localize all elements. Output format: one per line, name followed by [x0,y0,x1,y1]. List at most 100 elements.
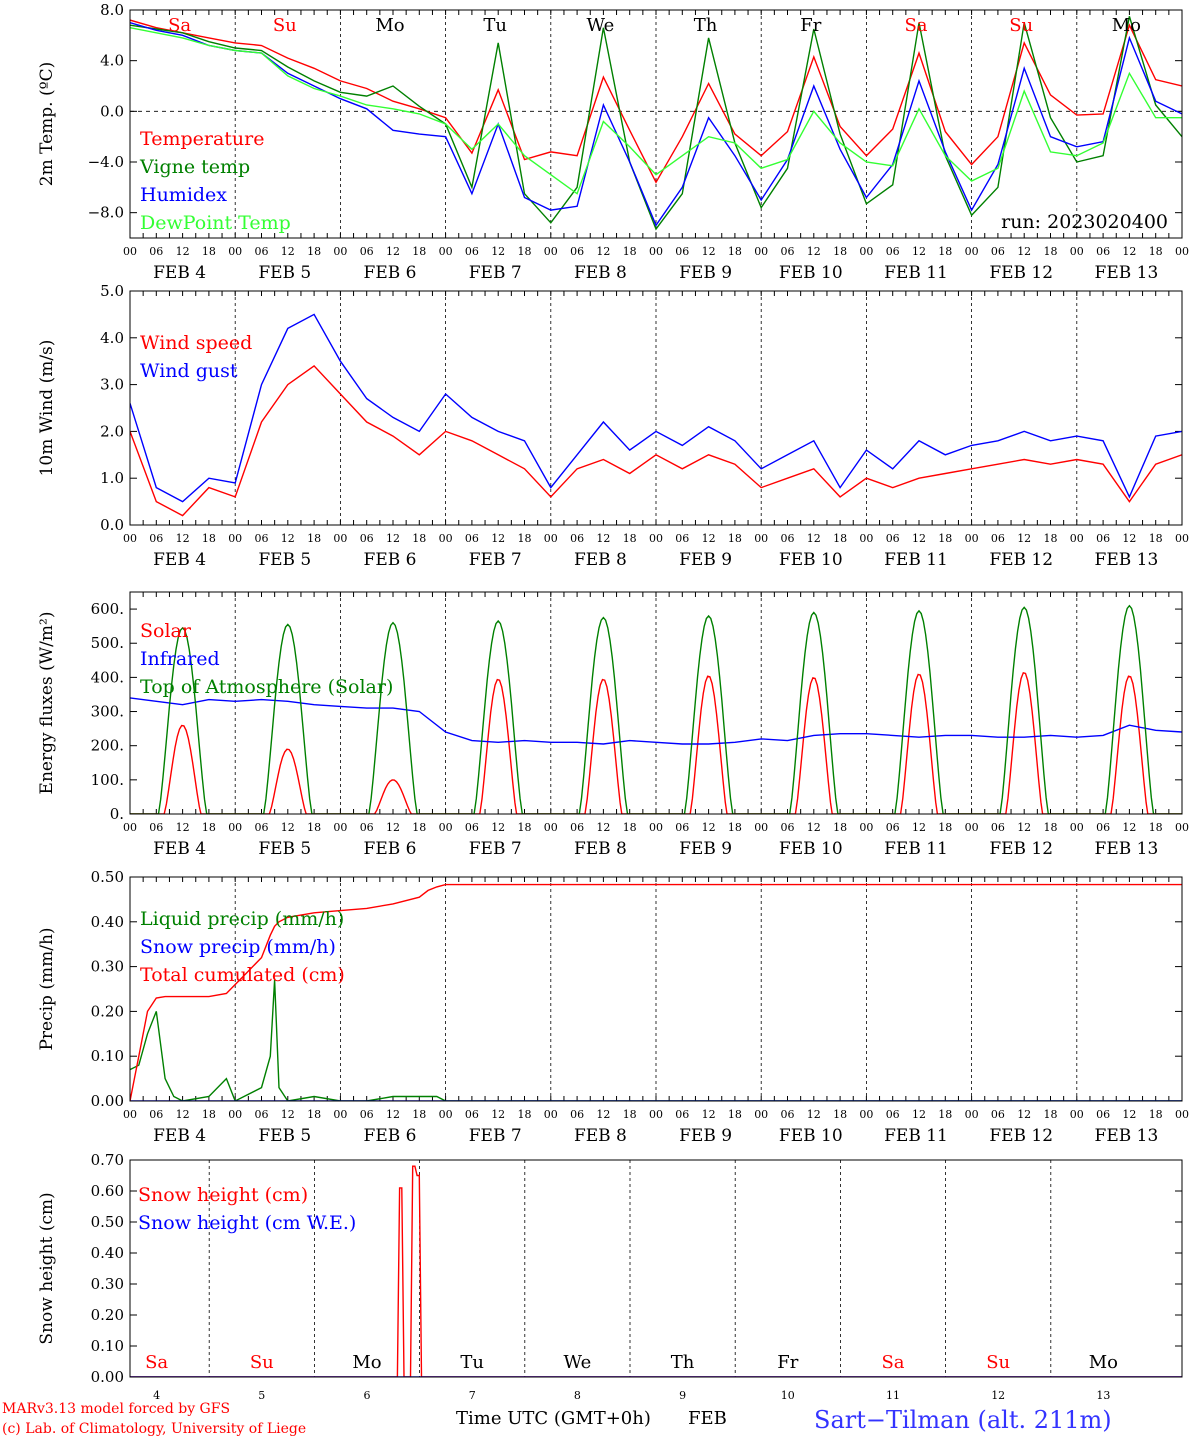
y-tick-label: 0.50 [91,868,124,886]
x-date-label: FEB 8 [574,263,627,283]
x-hour-label: 06 [675,821,689,834]
x-hour-label: 12 [386,532,400,545]
x-date-label: FEB 10 [779,263,843,283]
x-date-label: FEB 8 [574,839,627,859]
x-hour-label: 06 [781,245,795,258]
x-date-label: FEB 10 [779,1126,843,1146]
y-tick-label: 600. [91,600,124,618]
y-tick-label: −4.0 [88,153,124,171]
y-axis-title: Precip (mm/h) [37,927,57,1050]
x-hour-label: 18 [518,1108,532,1121]
x-hour-label: 06 [465,245,479,258]
y-tick-label: 0.20 [91,1306,124,1324]
x-hour-label: 18 [1044,245,1058,258]
x-hour-label: 18 [1044,821,1058,834]
x-hour-label: 06 [255,245,269,258]
x-date-label: FEB 5 [258,1126,311,1146]
x-hour-label: 06 [991,245,1005,258]
x-hour-label: 12 [807,1108,821,1121]
y-tick-label: 0.20 [91,1002,124,1020]
y-tick-label: 0.60 [91,1182,124,1200]
x-hour-label: 00 [333,1108,347,1121]
x-date-label: FEB 5 [258,550,311,570]
plot-frame [129,1159,1183,1378]
x-hour-label: 06 [781,821,795,834]
x-hour-label: 12 [281,245,295,258]
x-hour-label: 12 [807,821,821,834]
x-hour-label: 06 [675,1108,689,1121]
x-date-label: FEB 10 [779,550,843,570]
x-hour-label: 00 [1175,532,1189,545]
y-tick-label: 4.0 [100,52,124,70]
x-hour-label: 18 [728,532,742,545]
x-hour-label: 06 [570,245,584,258]
x-date-label: FEB 11 [884,263,948,283]
x-hour-label: 18 [307,821,321,834]
x-hour-label: 00 [123,245,137,258]
y-axis-title: Energy fluxes (W/m²) [37,612,57,795]
x-hour-label: 12 [176,821,190,834]
footer-credit-1: MARv3.13 model forced by GFS [2,1401,230,1417]
x-hour-label: 12 [386,1108,400,1121]
x-date-label: FEB 13 [1095,1126,1159,1146]
x-hour-label: 06 [886,245,900,258]
x-hour-label: 12 [1017,245,1031,258]
x-hour-label: 12 [1017,1108,1031,1121]
x-hour-label: 12 [1122,532,1136,545]
weekday-label: Sa [904,15,927,36]
x-hour-label: 12 [596,245,610,258]
weekday-label: Th [671,1352,695,1373]
x-hour-label: 12 [596,532,610,545]
y-tick-label: 0.10 [91,1047,124,1065]
x-hour-label: 12 [702,245,716,258]
plot-frame [129,9,1183,239]
x-date-label: FEB 13 [1095,263,1159,283]
x-hour-label: 18 [623,245,637,258]
x-hour-label: 12 [912,821,926,834]
x-hour-label: 18 [833,532,847,545]
y-tick-label: 1.0 [100,469,124,487]
legend-entry: Wind speed [140,332,252,354]
y-tick-label: 0.40 [91,1244,124,1262]
x-date-label: FEB 13 [1095,550,1159,570]
x-hour-label: 18 [623,532,637,545]
y-tick-label: 8.0 [100,1,124,19]
day-number-label: 8 [574,1389,581,1402]
x-hour-label: 06 [991,1108,1005,1121]
x-hour-label: 12 [1122,1108,1136,1121]
x-hour-label: 06 [886,1108,900,1121]
x-hour-label: 12 [1017,532,1031,545]
station-label: Sart−Tilman (alt. 211m) [814,1406,1112,1434]
x-hour-label: 18 [938,1108,952,1121]
legend-entry: Infrared [140,648,220,670]
panel-3: 0. 100. 200. 300. 400. 500. 600. Energy fluxes … [37,591,1189,859]
x-date-label: FEB 12 [989,263,1053,283]
y-tick-label: 0.30 [91,958,124,976]
x-hour-label: 06 [675,532,689,545]
x-hour-label: 18 [412,532,426,545]
y-tick-label: 0.00 [91,1092,124,1110]
x-hour-label: 00 [859,1108,873,1121]
legend-entry: Total cumulated (cm) [140,964,345,986]
legend-entry: Solar [140,620,192,642]
footer-credit-2: (c) Lab. of Climatology, University of L… [2,1421,306,1437]
x-date-label: FEB 9 [679,550,732,570]
footer: MARv3.13 model forced by GFS (c) Lab. of… [2,1401,1112,1437]
x-hour-label: 18 [623,1108,637,1121]
x-hour-label: 00 [859,532,873,545]
x-hour-label: 18 [1149,245,1163,258]
series-line-solar [130,671,1182,814]
y-tick-label: 0.70 [91,1151,124,1169]
x-hour-label: 06 [149,1108,163,1121]
x-hour-label: 12 [176,245,190,258]
weekday-label: Su [250,1352,274,1373]
x-date-label: FEB 5 [258,263,311,283]
x-hour-label: 12 [281,1108,295,1121]
x-hour-label: 06 [1096,532,1110,545]
x-hour-label: 12 [1122,821,1136,834]
series-line-liquid-precip-mm-h- [130,979,1182,1101]
x-hour-label: 06 [360,1108,374,1121]
x-date-label: FEB 6 [364,550,417,570]
day-number-label: 11 [886,1389,900,1402]
